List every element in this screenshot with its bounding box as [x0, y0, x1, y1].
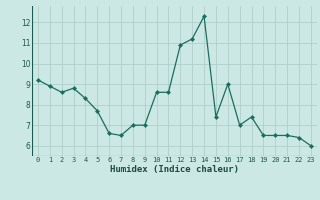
X-axis label: Humidex (Indice chaleur): Humidex (Indice chaleur): [110, 165, 239, 174]
